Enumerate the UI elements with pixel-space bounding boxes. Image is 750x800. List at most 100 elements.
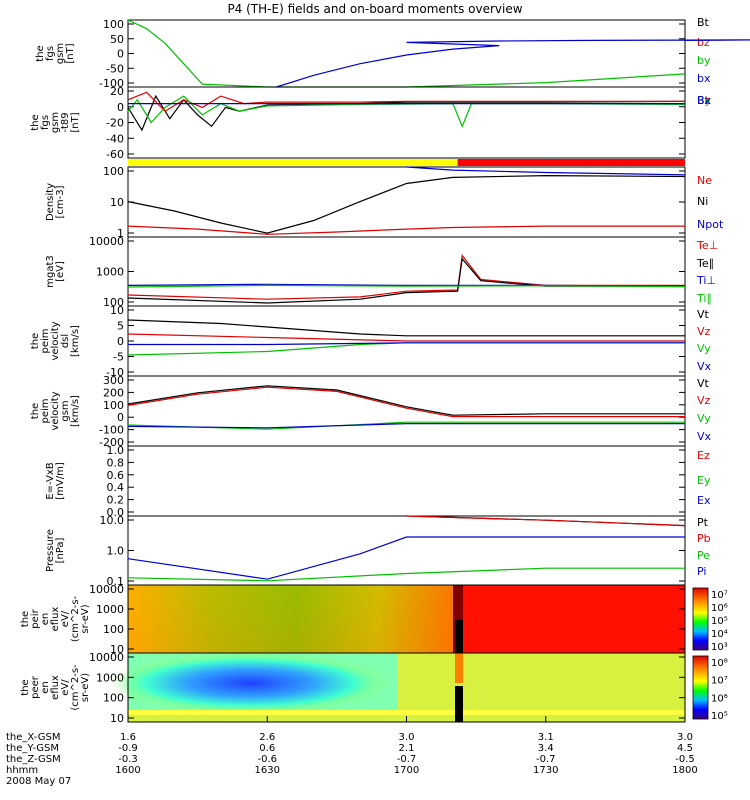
y-axis-label: the peim velocity gsm [km/s] xyxy=(30,391,81,430)
y-axis-label: Density [cm-3] xyxy=(45,183,66,221)
heatmap-ele-lowband xyxy=(128,710,685,715)
y-tick-label: 100 xyxy=(103,692,124,705)
panel-4: 100 10 1 Density [cm-3] Ne Ni Npot xyxy=(45,165,724,240)
y-axis-label-line: [km/s] xyxy=(70,395,81,427)
heatmap-gap-top xyxy=(455,653,463,683)
panel-1: 100 50 0-50 -100 the fgs gsm [nT] Bt bz by bx xyxy=(35,16,750,90)
panel-5: 10000 1000 100 mgat3 [eV] Te⊥ Te∥ Ti⊥ Ti∥ xyxy=(45,235,718,309)
y-axis-label: Pressure [nPa] xyxy=(45,529,66,572)
x-row-value: -0.9 xyxy=(118,743,138,754)
panel-8: 1.00.80.60.40.20.0 E=-VxB [mV/m] Ez Ey Ex xyxy=(45,444,711,519)
y-tick-label: -20 xyxy=(106,117,124,130)
legend-Ti∥: Ti∥ xyxy=(696,292,712,305)
y-axis-label-line: [nT] xyxy=(65,43,76,63)
series-line-Ti∥ xyxy=(127,284,686,288)
legend-bz: bz xyxy=(697,36,710,49)
y-axis-label-line: peim xyxy=(40,398,51,423)
colorbar-label: 10⁶ xyxy=(711,603,728,614)
y-axis-label-line: the xyxy=(20,611,31,627)
series-line-Pe xyxy=(127,567,685,582)
y-tick-label: 1000 xyxy=(96,671,124,684)
y-tick-label: 10000 xyxy=(89,235,124,248)
y-tick-label: 10 xyxy=(110,712,124,725)
y-tick-label: 1000 xyxy=(96,266,124,279)
legend-Vz: Vz xyxy=(697,394,711,407)
panel-11: 10⁸ 10⁷ 10⁶ 10⁵ 10000 1000 100 10 the peer en eflux… xyxy=(20,651,728,725)
legend-Bt: Bt xyxy=(697,94,710,107)
y-tick-label: 5 xyxy=(117,320,124,333)
y-tick-label: -100 xyxy=(99,424,124,437)
y-tick-label: -60 xyxy=(106,148,124,161)
y-tick-label: 1.0 xyxy=(107,545,125,558)
y-axis-label: the fgs gsm -t89 [nT] xyxy=(30,112,81,133)
legend-Vx: Vx xyxy=(697,360,712,373)
colorbar-label: 10⁷ xyxy=(711,676,728,687)
panel-frame xyxy=(127,86,686,159)
legend-Bz: Bz xyxy=(697,94,711,107)
y-axis-label-line: fgs xyxy=(45,46,56,61)
y-axis-label-line: Pressure xyxy=(45,529,56,572)
y-axis-label-line: the xyxy=(20,679,31,695)
heatmap-data-gap xyxy=(455,686,463,722)
heatmap-ion-late xyxy=(463,585,685,653)
series-line-By xyxy=(127,95,686,128)
y-axis-label-line: en xyxy=(40,681,51,694)
series-line-Vt xyxy=(127,319,685,337)
legend-Pt: Pt xyxy=(697,516,709,529)
x-row-value: 4.5 xyxy=(677,743,693,754)
colorbar-label: 10⁵ xyxy=(711,711,728,722)
x-row-value: 3.4 xyxy=(538,743,554,754)
y-axis-label-line: velocity xyxy=(50,321,61,360)
y-tick-label: 100 xyxy=(103,296,124,309)
y-axis-label-line: E=-VxB xyxy=(45,462,56,499)
legend-Vx: Vx xyxy=(697,430,712,443)
legend-Pi: Pi xyxy=(697,565,706,578)
panel-frame xyxy=(127,515,686,586)
legend-Pb: Pb xyxy=(697,532,711,545)
x-row-value: 3.0 xyxy=(399,732,415,743)
x-row-value: 0.6 xyxy=(259,743,275,754)
series-line-Ni xyxy=(127,174,686,234)
legend-Pe: Pe xyxy=(697,549,710,562)
panel-10: 10⁷ 10⁶ 10⁵ 10⁴ 10³ 10000 1000 100 10 the peir en ef… xyxy=(20,583,728,656)
x-row-label: hhmm xyxy=(6,765,38,776)
y-tick-label: 300 xyxy=(103,374,124,387)
series-line-Vx xyxy=(127,423,685,429)
x-row-label: the_X-GSM xyxy=(6,732,60,743)
series-line-Bz xyxy=(127,91,685,112)
legend-bx: bx xyxy=(697,72,711,85)
y-axis-label: the fgs gsm [nT] xyxy=(35,43,76,64)
series-line-by xyxy=(127,19,686,88)
x-row-value: -0.7 xyxy=(536,754,556,765)
x-row-value: 1.6 xyxy=(120,732,136,743)
y-axis-label-line: peim xyxy=(40,328,51,353)
mode-bar-segment-1 xyxy=(128,159,458,166)
y-axis-label-line: (cm^2-s- xyxy=(70,664,81,711)
x-row-value: 2.6 xyxy=(259,732,275,743)
heatmap-data-gap xyxy=(455,620,463,653)
x-row-label: the_Z-GSM xyxy=(6,754,61,765)
y-axis-label-line: [cm-3] xyxy=(55,185,66,218)
colorbar-label: 10⁵ xyxy=(711,616,728,627)
y-tick-label: -100 xyxy=(99,77,124,90)
colorbar-label: 10⁴ xyxy=(711,629,728,640)
y-tick-label: -10 xyxy=(106,366,124,379)
series-line-Vz xyxy=(127,333,685,342)
x-row-value: 3.0 xyxy=(677,732,693,743)
y-tick-label: 0 xyxy=(117,411,124,424)
y-axis-label-line: eflux xyxy=(50,675,61,700)
legend-Te⊥: Te⊥ xyxy=(696,239,718,252)
y-axis-label: E=-VxB [mV/m] xyxy=(45,462,66,500)
mode-bar-segment-2 xyxy=(457,159,685,166)
y-tick-label: 10 xyxy=(110,196,124,209)
y-axis-label-line: mgat3 xyxy=(45,255,56,288)
legend-Ey: Ey xyxy=(697,474,711,487)
x-row-value: -0.7 xyxy=(397,754,417,765)
legend-Ex: Ex xyxy=(697,494,711,507)
legend-Ti⊥: Ti⊥ xyxy=(696,274,716,287)
y-axis-label-line: [nT] xyxy=(70,112,81,132)
y-axis-label: the peim velocity dsl [km/s] xyxy=(30,321,81,360)
y-axis-label-line: peer xyxy=(30,675,41,699)
